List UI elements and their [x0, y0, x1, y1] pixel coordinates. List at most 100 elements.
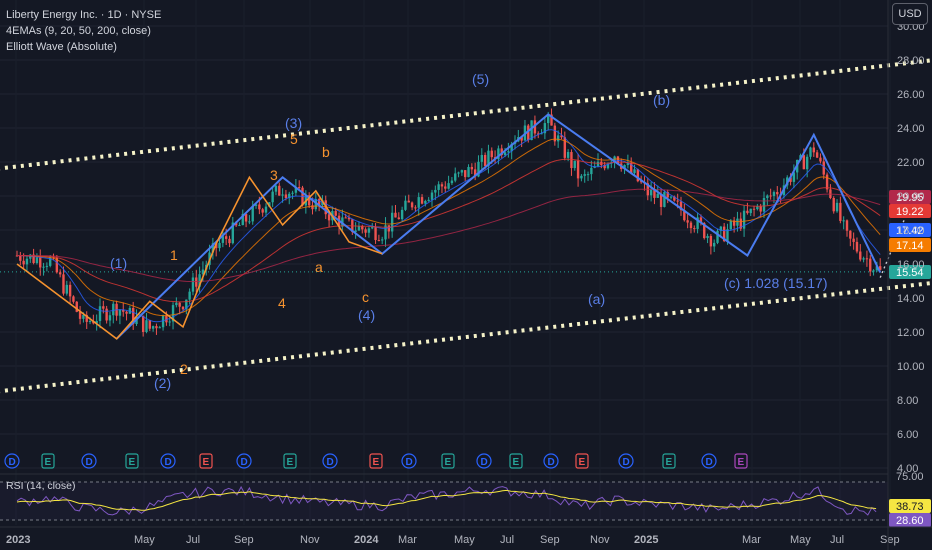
candle-body: [616, 156, 620, 164]
price-label-box: [889, 223, 931, 237]
candle-body: [274, 185, 278, 192]
candle-body: [573, 160, 576, 169]
candle-body: [148, 320, 151, 329]
wave-label: (b): [653, 92, 670, 108]
candle-body: [420, 197, 424, 204]
candle-body: [381, 239, 384, 241]
candle-body: [171, 305, 175, 322]
candle-body: [839, 202, 842, 221]
candle-body: [244, 213, 248, 222]
candle-body: [537, 133, 540, 135]
wave-label: b: [322, 144, 330, 160]
rsi-line: [16, 485, 877, 516]
y-tick-label: 22.00: [897, 157, 925, 169]
candle-body: [802, 155, 806, 170]
x-tick-label: 2023: [6, 534, 30, 546]
candle-body: [686, 220, 689, 223]
candle-body: [294, 187, 298, 193]
price-label-box: [889, 265, 931, 279]
candle-body: [849, 230, 852, 239]
symbol-title[interactable]: Liberty Energy Inc. · 1D · NYSE: [6, 9, 162, 21]
ema-200-line: [17, 188, 881, 283]
candle-body: [756, 206, 759, 210]
y-tick-label: 26.00: [897, 89, 925, 101]
candle-body: [125, 311, 128, 314]
candle-body: [430, 192, 434, 200]
candle-body: [772, 192, 776, 197]
dividend-marker-icon: [618, 453, 634, 469]
candle-body: [45, 265, 49, 267]
candle-body: [49, 257, 52, 266]
candle-body: [254, 204, 258, 206]
candle-body: [175, 302, 178, 306]
dividend-marker-icon: [322, 453, 338, 469]
x-tick-label: Sep: [234, 534, 254, 546]
candle-body: [752, 208, 756, 210]
dividend-marker-icon: [81, 453, 97, 469]
candle-body: [596, 161, 600, 167]
earnings-marker-icon: [509, 453, 523, 469]
candle-body: [553, 125, 557, 142]
ema-9-line: [16, 129, 881, 323]
event-marker-label: D: [623, 457, 630, 468]
candle-body: [822, 161, 825, 175]
candle-body: [497, 148, 500, 159]
candle-body: [742, 210, 746, 229]
event-marker-label: D: [481, 457, 488, 468]
candle-body: [22, 260, 25, 265]
candle-body: [228, 238, 231, 244]
price-label: 19.95: [896, 192, 924, 204]
x-tick-label: May: [454, 534, 475, 546]
candle-body: [859, 251, 862, 260]
candle-body: [490, 150, 493, 158]
candle-body: [603, 164, 606, 169]
candle-body: [165, 315, 168, 323]
rsi-value-box: [889, 513, 931, 527]
candle-body: [533, 120, 537, 134]
earnings-marker-icon: [125, 453, 139, 469]
candle-body: [82, 314, 85, 319]
x-tick-label: Nov: [590, 534, 610, 546]
candle-body: [467, 166, 470, 178]
indicator-emas[interactable]: 4EMAs (9, 20, 50, 200, close): [6, 25, 151, 37]
candle-body: [639, 181, 643, 183]
event-marker-label: D: [327, 457, 334, 468]
wave-label: 4: [278, 295, 286, 311]
candle-body: [454, 173, 457, 181]
wave-label: 5: [290, 131, 298, 147]
indicator-elliott[interactable]: Elliott Wave (Absolute): [6, 41, 117, 53]
dividend-marker-icon: [236, 453, 252, 469]
currency-button[interactable]: USD: [892, 3, 928, 25]
candle-body: [580, 175, 583, 179]
candle-body: [832, 198, 835, 212]
candle-body: [709, 235, 713, 247]
event-marker-label: E: [129, 457, 136, 468]
candle-body: [470, 166, 474, 170]
candle-body: [726, 229, 729, 242]
candle-body: [819, 157, 822, 162]
candle-body: [699, 217, 703, 224]
candle-body: [65, 284, 68, 294]
earnings-marker-icon: [441, 453, 455, 469]
candle-body: [809, 147, 812, 157]
candle-body: [696, 217, 699, 229]
candle-body: [410, 202, 414, 208]
candle-body: [693, 228, 696, 230]
candle-body: [623, 165, 626, 169]
candle-body: [473, 169, 477, 177]
candle-body: [334, 211, 337, 216]
wave-label: (a): [588, 291, 605, 307]
candle-body: [387, 225, 391, 232]
event-marker-label: D: [86, 457, 93, 468]
x-tick-label: May: [790, 534, 811, 546]
y-tick-label: 24.00: [897, 123, 925, 135]
candle-body: [317, 199, 321, 206]
wave-label: a: [315, 259, 323, 275]
candle-body: [377, 240, 381, 242]
wave-label: 1: [170, 247, 178, 263]
candle-body: [845, 220, 849, 231]
candle-body: [437, 184, 440, 190]
rsi-title[interactable]: RSI (14, close): [6, 480, 76, 492]
candle-body: [507, 151, 510, 153]
